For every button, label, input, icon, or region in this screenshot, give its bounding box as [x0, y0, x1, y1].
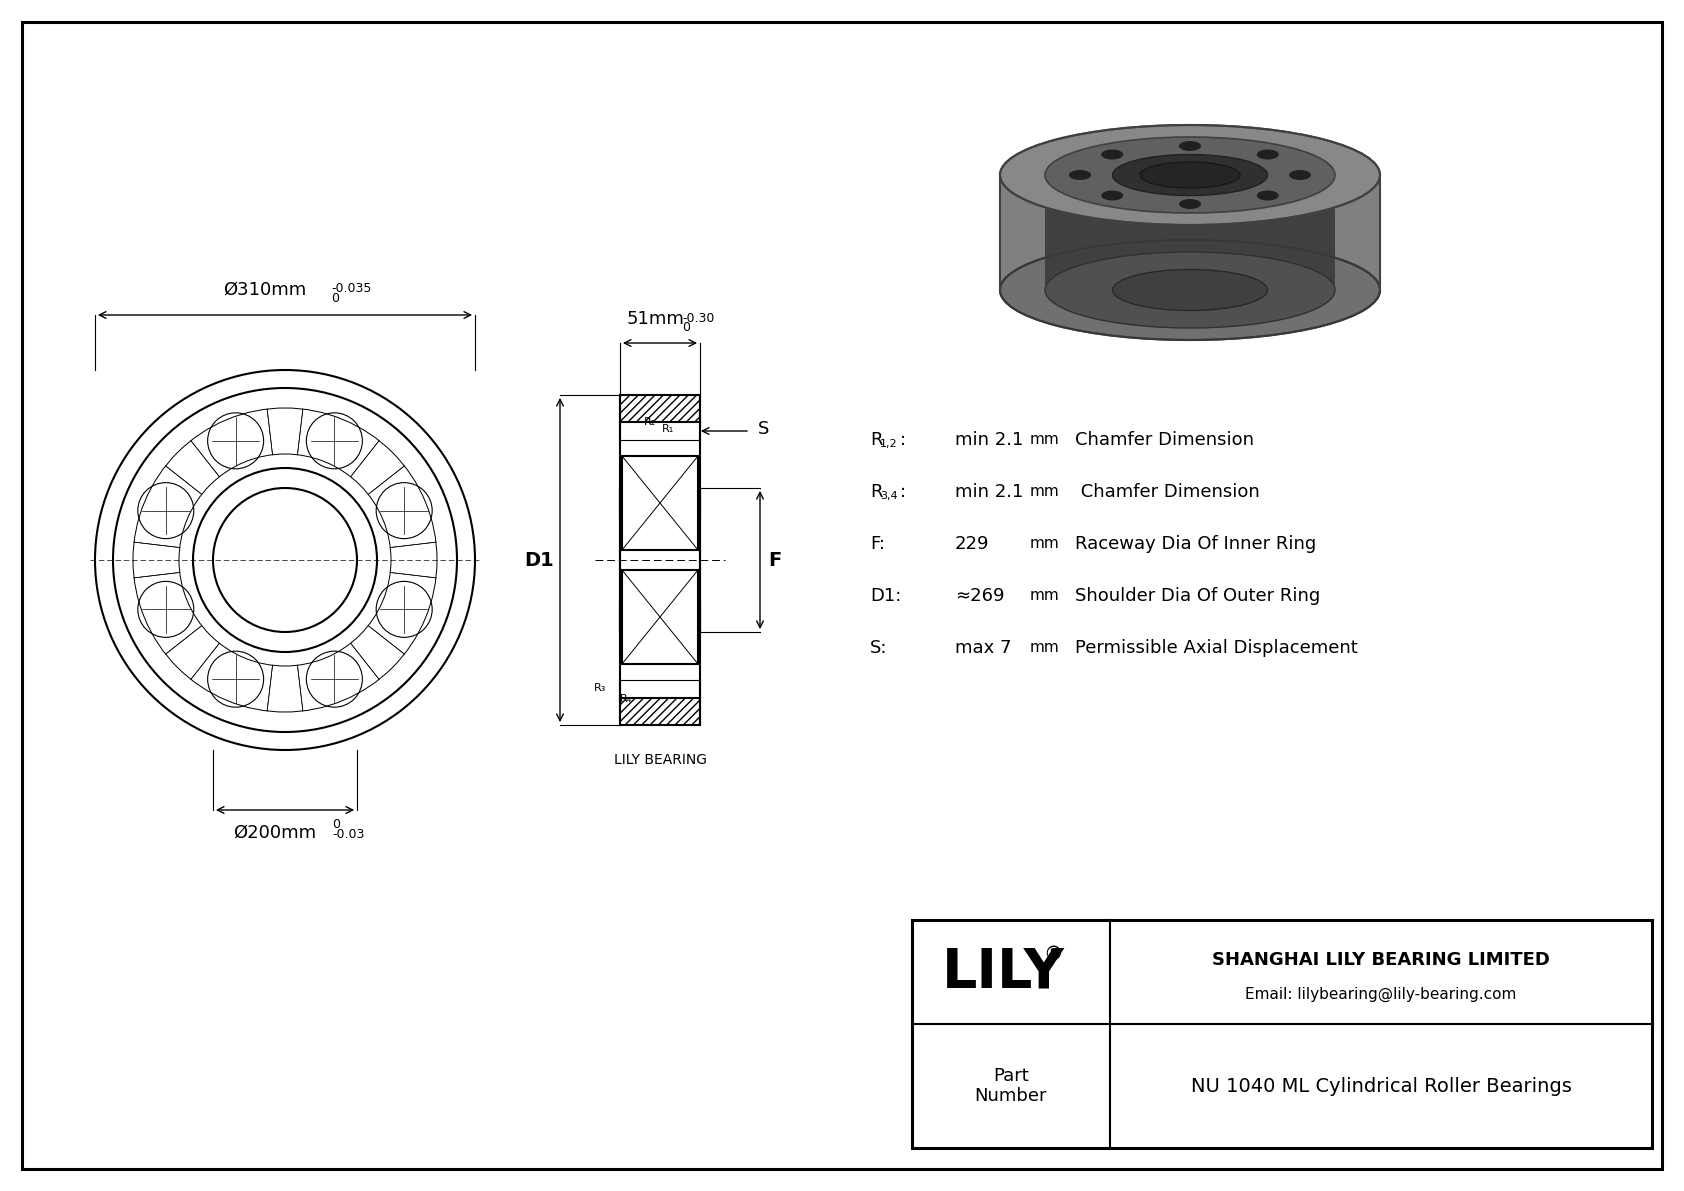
Ellipse shape: [1179, 141, 1201, 151]
Text: mm: mm: [1031, 485, 1059, 499]
Text: -0.035: -0.035: [332, 282, 372, 295]
Bar: [913, 919, 1652, 1148]
Text: LILY: LILY: [941, 944, 1064, 999]
Ellipse shape: [1179, 199, 1201, 208]
Bar: [621, 570, 697, 665]
Ellipse shape: [1113, 155, 1268, 195]
Polygon shape: [620, 698, 701, 725]
Text: Part
Number: Part Number: [975, 1067, 1047, 1105]
Ellipse shape: [1140, 162, 1239, 188]
Bar: [621, 456, 697, 550]
Text: min 2.1: min 2.1: [955, 484, 1024, 501]
Ellipse shape: [1256, 150, 1278, 160]
Text: R₁: R₁: [662, 424, 674, 434]
Text: F: F: [768, 550, 781, 569]
Text: 3,4: 3,4: [881, 491, 898, 501]
Text: Ø310mm: Ø310mm: [224, 281, 306, 299]
Ellipse shape: [1101, 150, 1123, 160]
Text: LILY BEARING: LILY BEARING: [613, 753, 707, 767]
Text: min 2.1: min 2.1: [955, 431, 1024, 449]
Text: R₂: R₂: [643, 417, 657, 428]
Text: -0.30: -0.30: [682, 312, 714, 325]
Text: R: R: [871, 431, 882, 449]
Ellipse shape: [1046, 137, 1335, 213]
Text: D1:: D1:: [871, 587, 901, 605]
Text: Permissible Axial Displacement: Permissible Axial Displacement: [1074, 640, 1357, 657]
Polygon shape: [620, 395, 701, 422]
Text: max 7: max 7: [955, 640, 1012, 657]
Text: mm: mm: [1031, 432, 1059, 448]
Text: 0: 0: [682, 322, 690, 333]
Text: Chamfer Dimension: Chamfer Dimension: [1074, 484, 1260, 501]
Bar: [1046, 185, 1335, 285]
Text: :: :: [899, 484, 906, 501]
Text: R: R: [871, 484, 882, 501]
Text: Ø200mm: Ø200mm: [234, 824, 317, 842]
Ellipse shape: [1069, 170, 1091, 180]
Text: ®: ®: [1042, 944, 1063, 964]
Text: 1,2: 1,2: [881, 439, 898, 449]
Ellipse shape: [1000, 241, 1379, 339]
Text: 0: 0: [332, 292, 338, 305]
Ellipse shape: [1000, 125, 1379, 225]
Text: Chamfer Dimension: Chamfer Dimension: [1074, 431, 1255, 449]
Text: NU 1040 ML Cylindrical Roller Bearings: NU 1040 ML Cylindrical Roller Bearings: [1191, 1077, 1571, 1096]
Polygon shape: [620, 488, 701, 513]
Text: S:: S:: [871, 640, 887, 657]
Text: -0.03: -0.03: [332, 828, 364, 841]
Ellipse shape: [1288, 170, 1312, 180]
Text: 51mm: 51mm: [626, 310, 684, 328]
Text: mm: mm: [1031, 536, 1059, 551]
Text: S: S: [758, 420, 770, 438]
Text: F:: F:: [871, 535, 886, 553]
Text: R₄: R₄: [620, 694, 632, 704]
Text: Email: lilybearing@lily-bearing.com: Email: lilybearing@lily-bearing.com: [1244, 987, 1517, 1003]
Polygon shape: [620, 607, 701, 632]
Text: D1: D1: [524, 550, 554, 569]
Bar: [1000, 175, 1379, 289]
Text: 0: 0: [332, 818, 340, 831]
Text: R₃: R₃: [594, 682, 606, 693]
Text: :: :: [899, 431, 906, 449]
Ellipse shape: [1101, 191, 1123, 200]
Text: Raceway Dia Of Inner Ring: Raceway Dia Of Inner Ring: [1074, 535, 1317, 553]
Text: SHANGHAI LILY BEARING LIMITED: SHANGHAI LILY BEARING LIMITED: [1212, 950, 1549, 968]
Text: ≈269: ≈269: [955, 587, 1004, 605]
Ellipse shape: [1113, 269, 1268, 311]
Ellipse shape: [1256, 191, 1278, 200]
Text: Shoulder Dia Of Outer Ring: Shoulder Dia Of Outer Ring: [1074, 587, 1320, 605]
Text: mm: mm: [1031, 588, 1059, 604]
Text: 229: 229: [955, 535, 990, 553]
Text: mm: mm: [1031, 641, 1059, 655]
Ellipse shape: [1046, 252, 1335, 328]
